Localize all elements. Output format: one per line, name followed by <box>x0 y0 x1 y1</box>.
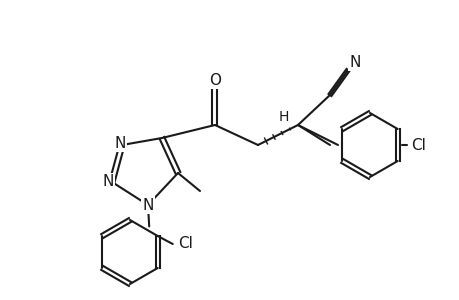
Text: N: N <box>102 175 113 190</box>
Text: N: N <box>114 136 125 151</box>
Text: H: H <box>278 110 289 124</box>
Text: N: N <box>348 55 360 70</box>
Text: Cl: Cl <box>178 236 193 251</box>
Text: N: N <box>142 197 153 212</box>
Text: Cl: Cl <box>411 137 425 152</box>
Text: O: O <box>208 73 220 88</box>
